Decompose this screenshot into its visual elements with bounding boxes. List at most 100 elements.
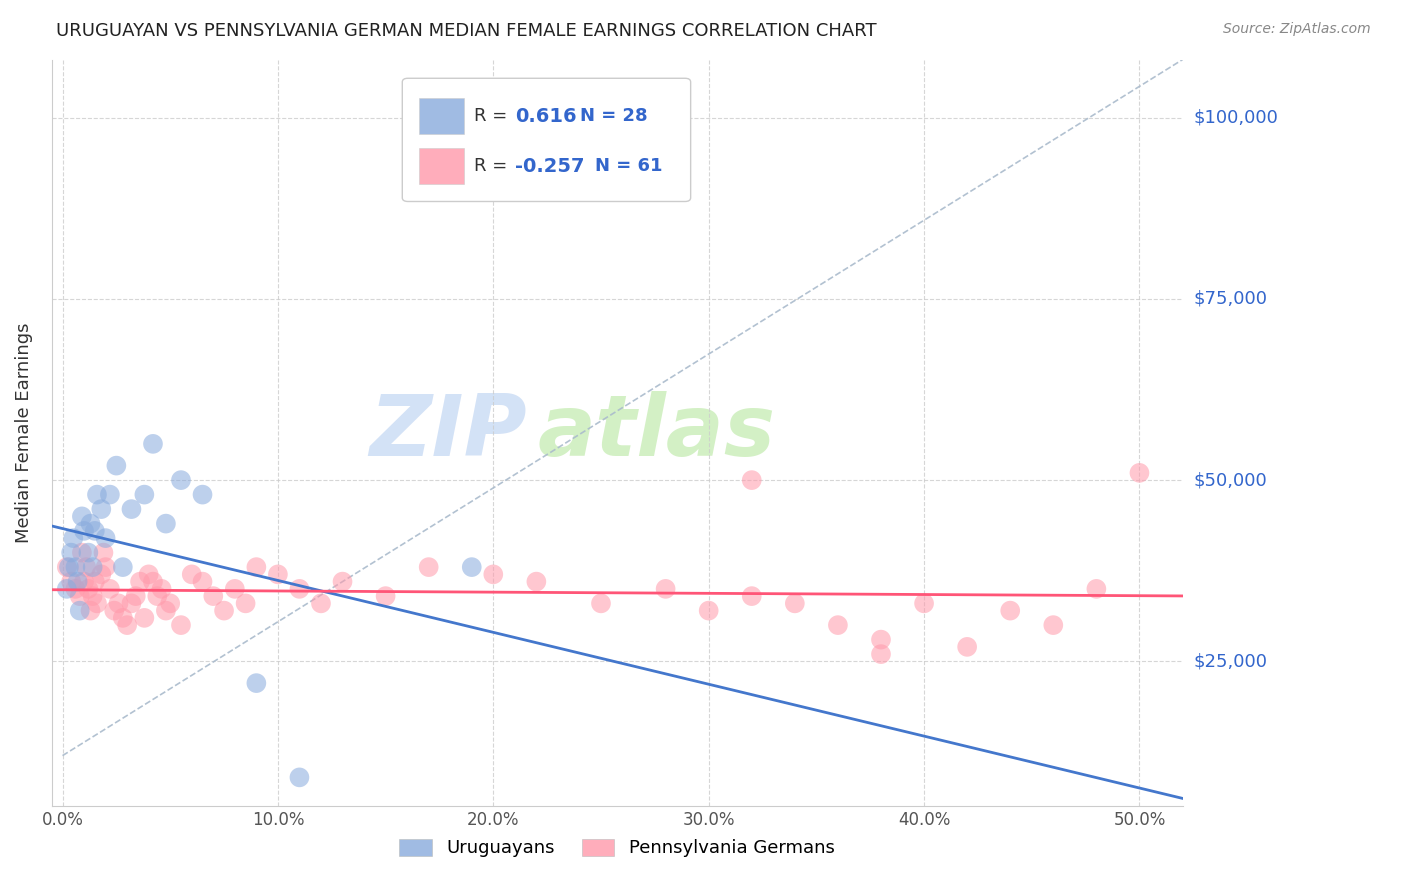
- Point: [202, 589, 225, 603]
- Point: [461, 560, 484, 574]
- Point: [105, 458, 128, 473]
- Point: [267, 567, 290, 582]
- Text: $75,000: $75,000: [1194, 290, 1268, 308]
- Point: [589, 596, 612, 610]
- Point: [120, 596, 142, 610]
- Point: [82, 589, 104, 603]
- Point: [79, 516, 101, 531]
- FancyBboxPatch shape: [419, 148, 464, 185]
- Point: [56, 560, 79, 574]
- Point: [111, 560, 134, 574]
- Point: [90, 567, 112, 582]
- Point: [191, 574, 214, 589]
- Point: [482, 567, 505, 582]
- Text: $25,000: $25,000: [1194, 652, 1268, 671]
- Point: [1042, 618, 1064, 632]
- Point: [73, 574, 96, 589]
- Point: [212, 604, 235, 618]
- Point: [70, 546, 93, 560]
- Point: [56, 582, 79, 596]
- Point: [103, 604, 125, 618]
- Point: [73, 524, 96, 538]
- Point: [159, 596, 181, 610]
- Point: [98, 582, 121, 596]
- Point: [155, 516, 177, 531]
- Point: [235, 596, 257, 610]
- Point: [83, 574, 105, 589]
- Text: atlas: atlas: [538, 392, 776, 475]
- Y-axis label: Median Female Earnings: Median Female Earnings: [15, 323, 32, 543]
- Text: N = 61: N = 61: [595, 157, 662, 176]
- Point: [75, 560, 97, 574]
- Point: [94, 560, 117, 574]
- Point: [170, 618, 193, 632]
- Point: [783, 596, 806, 610]
- Point: [245, 560, 267, 574]
- Point: [58, 560, 80, 574]
- Text: N = 28: N = 28: [579, 107, 647, 126]
- Point: [125, 589, 148, 603]
- Point: [115, 618, 138, 632]
- Point: [741, 473, 763, 487]
- Point: [224, 582, 246, 596]
- Text: -0.257: -0.257: [516, 157, 585, 176]
- Point: [309, 596, 332, 610]
- Point: [374, 589, 396, 603]
- Point: [134, 487, 156, 501]
- Point: [245, 676, 267, 690]
- Point: [129, 574, 152, 589]
- Point: [70, 509, 93, 524]
- Point: [741, 589, 763, 603]
- Point: [654, 582, 676, 596]
- Point: [98, 487, 121, 501]
- Point: [288, 582, 311, 596]
- Point: [1085, 582, 1108, 596]
- Point: [83, 524, 105, 538]
- Point: [65, 560, 87, 574]
- Point: [142, 574, 165, 589]
- FancyBboxPatch shape: [402, 78, 690, 202]
- Text: 0.616: 0.616: [516, 107, 576, 126]
- Point: [111, 611, 134, 625]
- Point: [86, 596, 108, 610]
- Point: [77, 546, 100, 560]
- Point: [956, 640, 979, 654]
- Point: [1000, 604, 1022, 618]
- Point: [142, 437, 165, 451]
- Point: [93, 546, 115, 560]
- Text: R =: R =: [474, 157, 506, 176]
- Point: [107, 596, 129, 610]
- Point: [69, 604, 91, 618]
- Point: [120, 502, 142, 516]
- Point: [524, 574, 547, 589]
- Point: [69, 589, 91, 603]
- Point: [60, 546, 83, 560]
- Point: [1128, 466, 1150, 480]
- Point: [827, 618, 849, 632]
- Point: [288, 770, 311, 784]
- Point: [94, 531, 117, 545]
- Point: [870, 647, 893, 661]
- Text: $50,000: $50,000: [1194, 471, 1267, 489]
- Point: [138, 567, 160, 582]
- Point: [90, 502, 112, 516]
- Legend: Uruguayans, Pennsylvania Germans: Uruguayans, Pennsylvania Germans: [392, 831, 842, 864]
- Point: [332, 574, 354, 589]
- Point: [65, 582, 87, 596]
- Point: [77, 582, 100, 596]
- Point: [418, 560, 440, 574]
- Point: [60, 574, 83, 589]
- Point: [134, 611, 156, 625]
- Point: [86, 487, 108, 501]
- FancyBboxPatch shape: [419, 98, 464, 135]
- Text: $100,000: $100,000: [1194, 109, 1278, 127]
- Text: R =: R =: [474, 107, 506, 126]
- Point: [155, 604, 177, 618]
- Point: [62, 531, 84, 545]
- Text: URUGUAYAN VS PENNSYLVANIA GERMAN MEDIAN FEMALE EARNINGS CORRELATION CHART: URUGUAYAN VS PENNSYLVANIA GERMAN MEDIAN …: [56, 22, 877, 40]
- Point: [180, 567, 202, 582]
- Point: [870, 632, 893, 647]
- Point: [66, 574, 89, 589]
- Point: [79, 604, 101, 618]
- Point: [697, 604, 720, 618]
